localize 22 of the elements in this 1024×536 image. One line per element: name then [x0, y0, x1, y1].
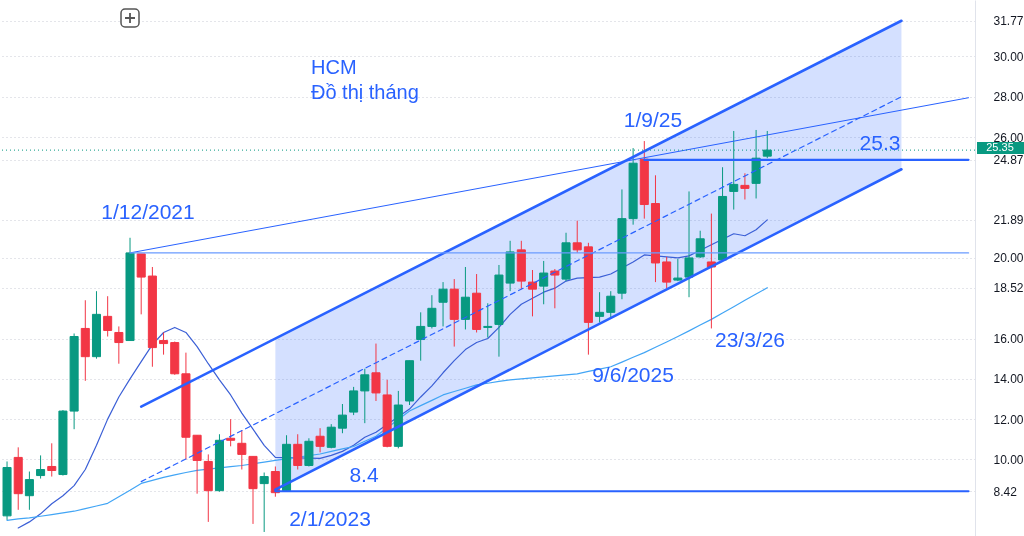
annotation: 9/6/2025: [592, 363, 674, 386]
text: HCM: [311, 56, 357, 78]
y-tick-label: 28.00: [993, 90, 1024, 105]
y-tick-label: 12.00: [993, 412, 1024, 427]
y-tick-label: 21.89: [993, 213, 1024, 228]
annotation: 1/9/25: [623, 108, 683, 131]
y-tick-label: 18.52: [993, 281, 1024, 296]
annotation: 8.4: [349, 463, 379, 486]
annotation: 23/3/26: [714, 328, 786, 351]
y-tick-label: 8.42: [993, 484, 1018, 499]
annotation: 1/12/2021: [101, 200, 195, 223]
ref-line-label: 25.35: [986, 141, 1014, 154]
annotation: 25.3: [859, 131, 901, 154]
text: Đồ thị tháng: [311, 81, 419, 103]
annotation: 2/1/2023: [289, 507, 371, 530]
y-tick-label: 14.00: [993, 372, 1024, 387]
y-tick-label: 10.00: [993, 452, 1024, 467]
y-tick-label: 30.00: [993, 49, 1024, 64]
y-tick-label: 24.87: [993, 153, 1024, 168]
y-tick-label: 16.00: [993, 332, 1024, 347]
y-tick-label: 20.00: [993, 251, 1024, 266]
y-tick-label: 31.77: [993, 14, 1024, 29]
